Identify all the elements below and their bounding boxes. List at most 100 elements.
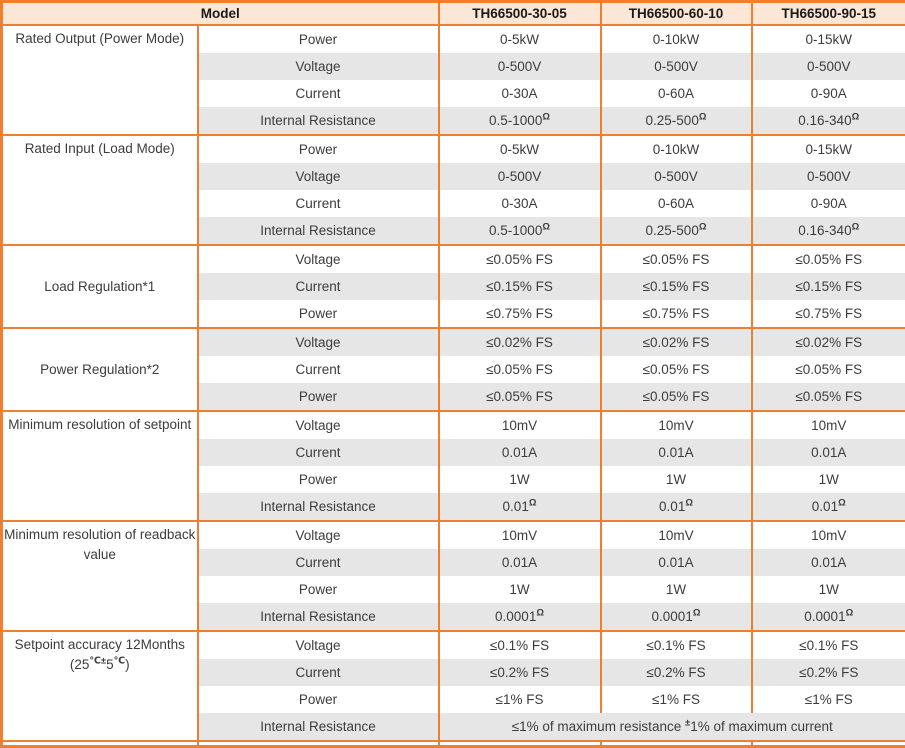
value-cell: 10mV	[752, 521, 905, 549]
text-segment: 0.5-1000	[489, 223, 542, 238]
value-cell: 0.25-500Ω	[601, 107, 752, 135]
value-cell: ≤0.1% FS	[601, 631, 752, 659]
value-cell: 0-500V	[752, 53, 905, 80]
value-cell: ≤0.05% FS	[601, 245, 752, 273]
value-cell: ≤1% FS	[752, 686, 905, 713]
value-cell: 0-15kW	[752, 25, 905, 53]
parameter-cell: Power	[198, 25, 439, 53]
value-cell: 0.01Ω	[439, 493, 601, 521]
value-cell: 0.25-500Ω	[601, 217, 752, 245]
value-cell: 0.01Ω	[601, 493, 752, 521]
parameter-cell: Internal Resistance	[198, 713, 439, 741]
parameter-cell: Power	[198, 300, 439, 328]
value-cell: 0-5kW	[439, 135, 601, 163]
parameter-cell: Internal Resistance	[198, 217, 439, 245]
value-cell: 0-5kW	[439, 25, 601, 53]
value-cell: ≤0.05% FS	[752, 356, 905, 383]
model-header-cell: Model	[2, 2, 439, 26]
text-segment: 0.5-1000	[489, 113, 542, 128]
value-cell: ≤0.75% FS	[752, 300, 905, 328]
value-cell: 0-10kW	[601, 135, 752, 163]
value-cell: 0.0001Ω	[439, 603, 601, 631]
value-cell: 1W	[439, 576, 601, 603]
cutoff-cell	[439, 741, 601, 747]
value-cell: ≤0.05% FS	[752, 245, 905, 273]
parameter-cell: Power	[198, 686, 439, 713]
value-cell: 0-500V	[439, 163, 601, 190]
value-cell: 10mV	[601, 411, 752, 439]
parameter-cell: Voltage	[198, 163, 439, 190]
parameter-cell: Current	[198, 356, 439, 383]
table-row: Setpoint accuracy 12Months(25℃±5℃)Voltag…	[2, 631, 905, 659]
parameter-cell: Current	[198, 273, 439, 300]
value-cell: ≤0.75% FS	[601, 300, 752, 328]
category-cell: Rated Input (Load Mode)	[2, 135, 198, 245]
parameter-cell: Voltage	[198, 328, 439, 356]
parameter-cell: Current	[198, 549, 439, 576]
superscript-unit: Ω	[542, 222, 550, 233]
parameter-cell: Voltage	[198, 245, 439, 273]
superscript-unit: Ω	[838, 498, 846, 509]
parameter-cell: Power	[198, 466, 439, 493]
value-cell: ≤1% FS	[439, 686, 601, 713]
superscript-unit: Ω	[536, 608, 544, 619]
parameter-cell: Voltage	[198, 411, 439, 439]
value-cell: 0.01A	[752, 439, 905, 466]
category-cell: Setpoint accuracy 12Months(25℃±5℃)	[2, 631, 198, 741]
superscript-unit: Ω	[699, 222, 707, 233]
value-cell: ≤0.15% FS	[601, 273, 752, 300]
value-cell: ≤0.05% FS	[601, 356, 752, 383]
value-cell: 0.16-340Ω	[752, 107, 905, 135]
parameter-cell: Voltage	[198, 631, 439, 659]
text-segment: )	[125, 657, 130, 672]
category-cell: Minimum resolution of readback value	[2, 521, 198, 631]
parameter-cell: Current	[198, 190, 439, 217]
value-cell: 0-60A	[601, 190, 752, 217]
text-segment: 0.16-340	[798, 113, 851, 128]
value-cell: 0.01A	[601, 549, 752, 576]
superscript-unit: ℃±	[89, 656, 106, 667]
category-cell: Minimum resolution of setpoint	[2, 411, 198, 521]
value-cell: 10mV	[601, 521, 752, 549]
parameter-cell: Current	[198, 439, 439, 466]
cutoff-cell	[752, 741, 905, 747]
cutoff-cell	[198, 741, 439, 747]
value-cell: 1W	[752, 466, 905, 493]
parameter-cell: Power	[198, 576, 439, 603]
text-segment: 0.25-500	[646, 113, 699, 128]
value-cell: ≤0.2% FS	[752, 659, 905, 686]
superscript-unit: Ω	[529, 498, 537, 509]
value-cell: ≤0.05% FS	[601, 383, 752, 411]
value-cell: ≤0.1% FS	[439, 631, 601, 659]
value-cell: ≤0.2% FS	[601, 659, 752, 686]
cutoff-cell	[2, 741, 198, 747]
value-cell: 0-500V	[752, 163, 905, 190]
value-cell: 0.01A	[439, 549, 601, 576]
parameter-cell: Internal Resistance	[198, 493, 439, 521]
value-cell: 0-15kW	[752, 135, 905, 163]
value-cell: ≤0.02% FS	[439, 328, 601, 356]
superscript-unit: Ω	[852, 222, 860, 233]
model-column-header: TH66500-30-05	[439, 2, 601, 26]
value-cell: 1W	[439, 466, 601, 493]
text-segment: 5	[106, 657, 114, 672]
parameter-cell: Power	[198, 383, 439, 411]
value-cell: ≤0.15% FS	[752, 273, 905, 300]
model-column-header: TH66500-90-15	[752, 2, 905, 26]
value-cell: ≤0.1% FS	[752, 631, 905, 659]
text-segment: 0.0001	[495, 609, 536, 624]
value-cell: 0.5-1000Ω	[439, 107, 601, 135]
merged-value-cell: ≤1% of maximum resistance ±1% of maximum…	[439, 713, 905, 741]
text-segment: (25	[70, 657, 90, 672]
value-cell: 10mV	[439, 521, 601, 549]
value-cell: 0-90A	[752, 80, 905, 107]
value-cell: 0-60A	[601, 80, 752, 107]
value-cell: 0.01A	[601, 439, 752, 466]
